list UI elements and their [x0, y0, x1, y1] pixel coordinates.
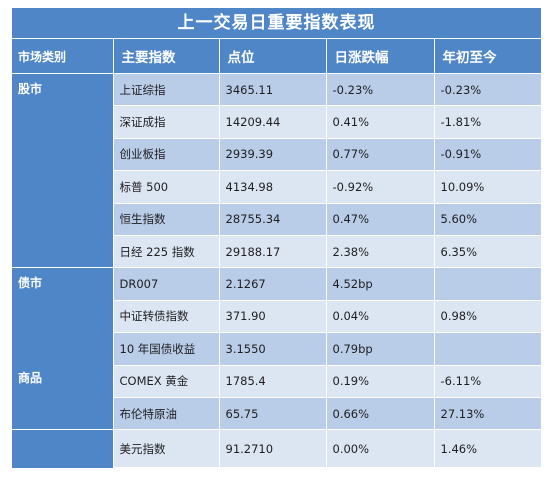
category-bond: 债市	[12, 267, 114, 366]
index-ytd: 0.98%	[434, 300, 542, 334]
index-table-panel: 上一交易日重要指数表现 市场类别 主要指数 点位 日涨跌幅 年初至今 股市 上证…	[12, 8, 542, 469]
index-ytd: 27.13%	[434, 397, 542, 431]
index-name: 恒生指数	[113, 203, 220, 236]
table-row: 日经 225 指数 29188.17 2.38% 6.35%	[12, 235, 542, 269]
table-row: 恒生指数 28755.34 0.47% 5.60%	[12, 203, 542, 236]
index-ytd: -0.23%	[434, 73, 542, 107]
table-row: 股市 上证综指 3465.11 -0.23% -0.23%	[12, 73, 542, 268]
index-daily-change: 0.77%	[326, 138, 435, 172]
index-name: DR007	[113, 267, 220, 301]
header-row: 市场类别 主要指数 点位 日涨跌幅 年初至今	[12, 39, 542, 74]
index-name: 标普 500	[113, 170, 220, 204]
index-daily-change: -0.92%	[326, 170, 435, 204]
table-row: 中证转债指数 371.90 0.04% 0.98%	[12, 300, 542, 334]
index-daily-change: 0.00%	[326, 429, 435, 469]
index-point: 3465.11	[219, 73, 327, 107]
header-point: 点位	[219, 39, 327, 74]
index-point: 371.90	[219, 300, 327, 334]
table-row: 深证成指 14209.44 0.41% -1.81%	[12, 105, 542, 139]
table-title: 上一交易日重要指数表现	[12, 8, 541, 39]
index-point: 14209.44	[219, 105, 327, 139]
index-name: 中证转债指数	[113, 300, 220, 334]
table-row: 布伦特原油 65.75 0.66% 27.13%	[12, 397, 542, 431]
table-row: 商品 COMEX 黄金 1785.4 0.19% -6.11%	[12, 365, 542, 430]
index-ytd: -0.91%	[434, 138, 542, 172]
header-ytd: 年初至今	[434, 39, 542, 74]
index-point: 1785.4	[219, 365, 327, 398]
index-ytd: 10.09%	[434, 170, 542, 204]
index-name: 美元指数	[113, 429, 220, 469]
header-daily-change: 日涨跌幅	[326, 39, 435, 74]
table-row: 标普 500 4134.98 -0.92% 10.09%	[12, 170, 542, 204]
index-daily-change: 4.52bp	[326, 267, 435, 301]
index-daily-change: 0.19%	[326, 365, 435, 398]
index-daily-change: 0.79bp	[326, 332, 435, 366]
table-row: 债市 DR007 2.1267 4.52bp	[12, 267, 542, 366]
table-row: 10 年国债收益 3.1550 0.79bp	[12, 332, 542, 366]
index-point: 2939.39	[219, 138, 327, 172]
index-daily-change: 0.04%	[326, 300, 435, 334]
index-daily-change: -0.23%	[326, 73, 435, 107]
index-name: 10 年国债收益	[113, 332, 220, 366]
index-ytd: 1.46%	[434, 429, 542, 469]
index-point: 4134.98	[219, 170, 327, 204]
index-name: 上证综指	[113, 73, 220, 107]
index-point: 2.1267	[219, 267, 327, 301]
index-table: 市场类别 主要指数 点位 日涨跌幅 年初至今 股市 上证综指 3465.11 -…	[12, 39, 542, 469]
table-row: 美元指数 91.2710 0.00% 1.46%	[12, 429, 542, 469]
index-name: 日经 225 指数	[113, 235, 220, 269]
index-point: 28755.34	[219, 203, 327, 236]
index-point: 65.75	[219, 397, 327, 431]
index-daily-change: 0.41%	[326, 105, 435, 139]
index-daily-change: 0.66%	[326, 397, 435, 431]
index-daily-change: 0.47%	[326, 203, 435, 236]
header-main-index: 主要指数	[113, 39, 220, 74]
category-stock: 股市	[12, 73, 114, 268]
table-row: 创业板指 2939.39 0.77% -0.91%	[12, 138, 542, 172]
index-ytd: 5.60%	[434, 203, 542, 236]
index-name: 创业板指	[113, 138, 220, 172]
category-empty-cell	[12, 429, 114, 468]
index-ytd: -1.81%	[434, 105, 542, 139]
index-ytd: -6.11%	[434, 365, 542, 398]
header-market-category: 市场类别	[12, 39, 114, 74]
index-daily-change: 2.38%	[326, 235, 435, 269]
index-name: 布伦特原油	[113, 397, 220, 431]
category-commodity: 商品	[12, 365, 114, 430]
index-ytd	[434, 332, 542, 366]
index-name: 深证成指	[113, 105, 220, 139]
index-ytd: 6.35%	[434, 235, 542, 269]
index-point: 91.2710	[219, 429, 327, 469]
index-name: COMEX 黄金	[113, 365, 220, 398]
index-ytd	[434, 267, 542, 301]
index-point: 3.1550	[219, 332, 327, 366]
index-point: 29188.17	[219, 235, 327, 269]
